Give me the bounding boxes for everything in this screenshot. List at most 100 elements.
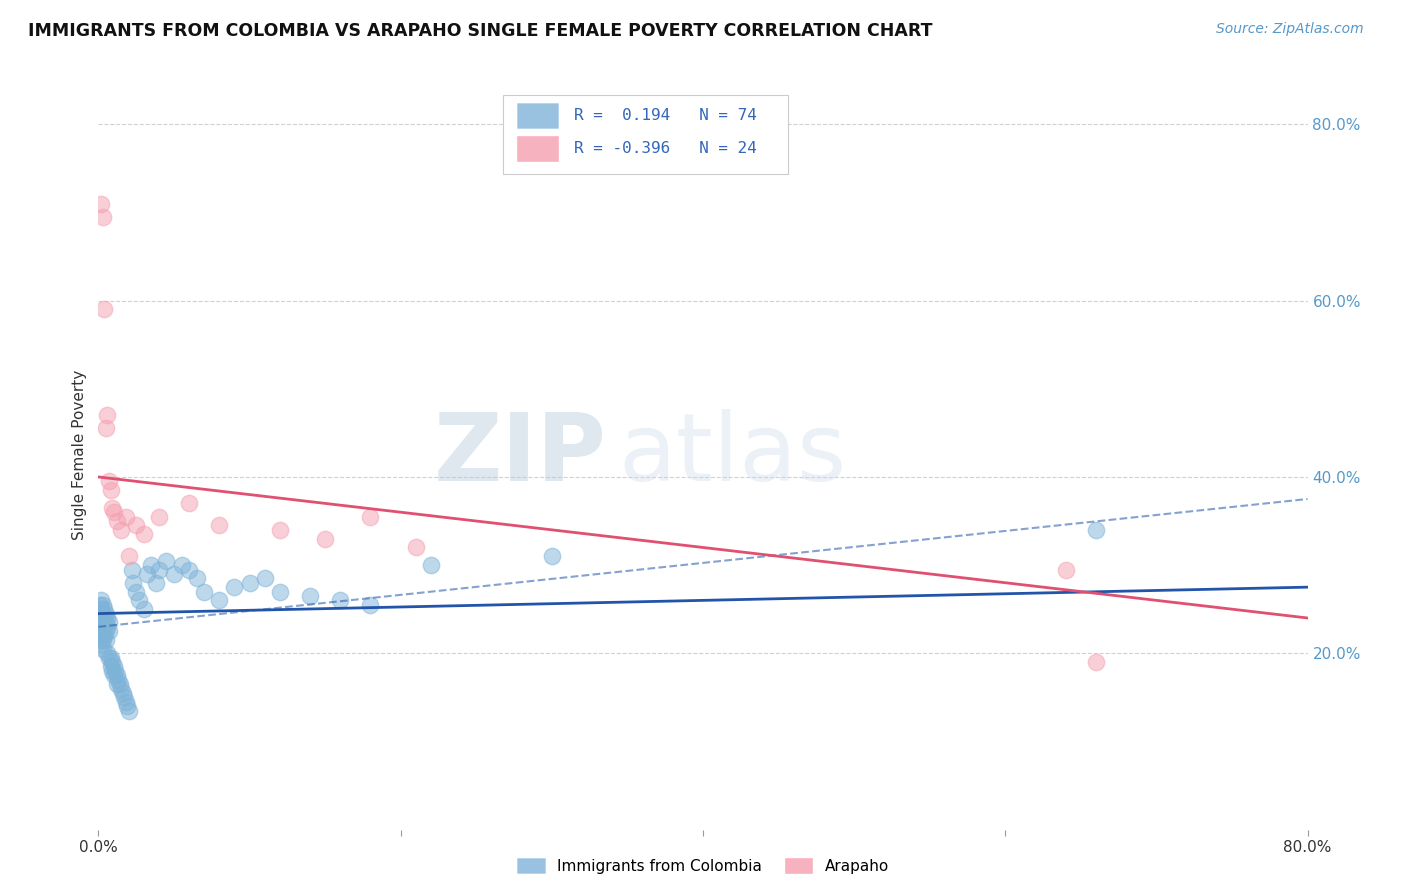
Point [141,558,163,573]
Legend: Immigrants from Colombia, Arapaho: Immigrants from Colombia, Arapaho [512,852,894,880]
Point [100,650,122,665]
Point [118,549,141,564]
Point [145,575,167,590]
Point [179,496,201,510]
Point [90,620,112,634]
Point [98,615,121,630]
Point [239,575,262,590]
Point [224,580,246,594]
Point [93,611,115,625]
Point [148,562,170,576]
Point [91,607,114,621]
Point [94,421,117,435]
Point [90,629,112,643]
Y-axis label: Single Female Poverty: Single Female Poverty [72,370,87,540]
Point [101,655,124,669]
Point [94,633,117,648]
Point [253,571,276,585]
Point [114,695,136,709]
Point [360,598,382,612]
Point [208,593,231,607]
Point [112,690,135,705]
Point [420,558,443,573]
Text: atlas: atlas [619,409,846,501]
Point [89,598,111,612]
Point [170,558,193,573]
Point [121,562,143,576]
Point [101,500,124,515]
Point [405,541,427,555]
Point [96,409,118,423]
Point [360,509,382,524]
Point [91,598,114,612]
Point [179,562,201,576]
Point [90,196,112,211]
FancyBboxPatch shape [503,95,787,174]
Point [100,483,122,498]
Text: R = -0.396   N = 24: R = -0.396 N = 24 [574,141,756,156]
Point [91,615,114,630]
Point [105,514,128,528]
FancyBboxPatch shape [517,103,558,128]
Point [1054,562,1077,576]
Point [90,602,112,616]
Point [128,593,150,607]
Point [98,624,121,639]
Point [135,566,157,581]
Point [90,637,112,651]
Point [1085,523,1108,537]
Point [122,575,145,590]
FancyBboxPatch shape [517,136,558,161]
Point [101,664,124,678]
Text: IMMIGRANTS FROM COLOMBIA VS ARAPAHO SINGLE FEMALE POVERTY CORRELATION CHART: IMMIGRANTS FROM COLOMBIA VS ARAPAHO SING… [28,22,932,40]
Text: ZIP: ZIP [433,409,606,501]
Point [118,704,141,718]
Point [132,527,155,541]
Point [163,566,186,581]
Point [111,686,134,700]
Point [91,641,114,656]
Point [94,607,117,621]
Point [103,659,125,673]
Point [93,302,115,317]
Point [89,633,111,648]
Point [193,584,215,599]
Point [93,620,115,634]
Point [299,589,322,603]
Point [132,602,155,616]
Point [269,584,291,599]
Point [105,668,128,682]
Point [94,615,117,630]
Point [108,677,131,691]
Point [103,505,125,519]
Point [89,615,111,630]
Point [329,593,352,607]
Point [90,593,112,607]
Point [155,554,177,568]
Point [110,681,132,696]
Point [125,584,148,599]
Point [540,549,562,564]
Point [96,646,118,660]
Point [93,629,115,643]
Point [96,611,118,625]
Point [89,607,111,621]
Point [91,624,114,639]
Point [98,475,121,489]
Point [98,650,121,665]
Point [107,673,129,687]
Point [103,668,125,682]
Point [96,620,118,634]
Point [1085,655,1108,669]
Point [115,699,138,714]
Text: R =  0.194   N = 74: R = 0.194 N = 74 [574,108,756,123]
Point [93,602,115,616]
Point [90,611,112,625]
Point [104,664,127,678]
Text: Source: ZipAtlas.com: Source: ZipAtlas.com [1216,22,1364,37]
Point [94,624,117,639]
Point [114,509,136,524]
Point [125,518,148,533]
Point [110,523,132,537]
Point [105,677,128,691]
